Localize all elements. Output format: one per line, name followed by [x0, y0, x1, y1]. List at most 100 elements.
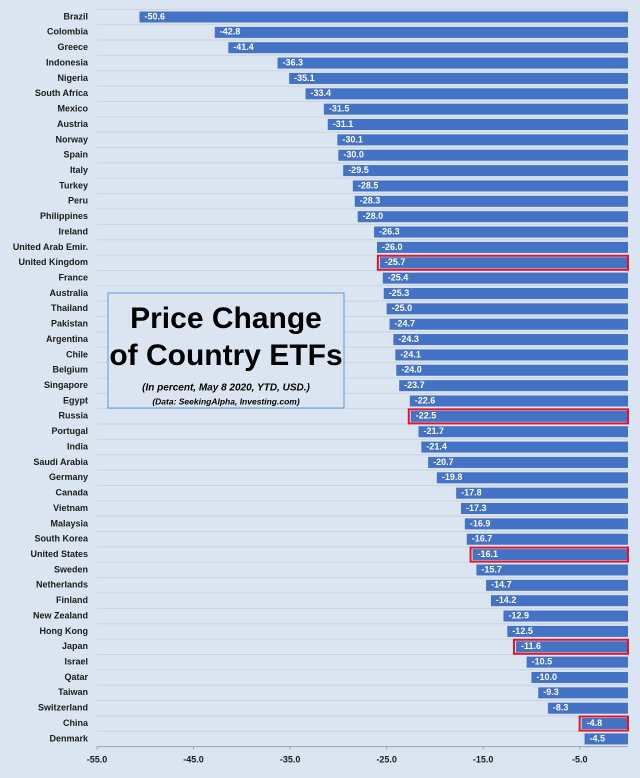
bar	[421, 441, 628, 453]
x-tick-label: -15.0	[473, 754, 494, 764]
bar	[379, 257, 628, 269]
x-tick-label: -5.0	[572, 754, 588, 764]
bar	[436, 472, 628, 484]
category-label: Israel	[64, 656, 88, 666]
category-label: China	[63, 718, 89, 728]
bar	[305, 88, 628, 100]
category-label: New Zealand	[33, 610, 88, 620]
category-label: Malaysia	[50, 518, 89, 528]
category-label: Brazil	[63, 11, 88, 21]
category-label: Switzerland	[38, 703, 88, 713]
bar	[486, 579, 628, 591]
bar	[466, 533, 628, 545]
bar	[531, 671, 628, 683]
category-label: India	[67, 441, 89, 451]
value-label: -16.9	[470, 518, 491, 528]
category-label: Greece	[57, 42, 88, 52]
bar	[507, 625, 628, 637]
bar	[395, 349, 628, 361]
bar	[503, 610, 628, 622]
value-label: -17.8	[461, 488, 482, 498]
category-label: United States	[30, 549, 88, 559]
category-label: Sweden	[54, 564, 88, 574]
bar	[538, 687, 628, 699]
bar	[352, 180, 628, 192]
category-label: Argentina	[46, 334, 89, 344]
value-label: -41.4	[233, 42, 254, 52]
value-label: -30.1	[342, 134, 363, 144]
annotation-box	[107, 292, 345, 409]
category-label: Canada	[55, 488, 89, 498]
category-label: Spain	[63, 150, 88, 160]
value-label: -12.9	[508, 610, 529, 620]
value-label: -21.4	[426, 441, 447, 451]
category-label: South Korea	[34, 534, 88, 544]
category-label: Saudi Arabia	[33, 457, 89, 467]
category-label: Russia	[58, 411, 89, 421]
value-label: -22.5	[416, 411, 437, 421]
value-label: -8.3	[553, 703, 569, 713]
category-label: Ireland	[58, 226, 88, 236]
value-label: -15.7	[481, 564, 502, 574]
chart-subtitle: (In percent, May 8 2020, YTD, USD.)	[142, 383, 310, 394]
category-label: Denmark	[49, 733, 89, 743]
value-label: -16.7	[472, 534, 493, 544]
category-label: Japan	[62, 641, 88, 651]
value-label: -28.0	[363, 211, 384, 221]
value-label: -33.4	[311, 88, 332, 98]
bar	[139, 11, 629, 23]
value-label: -31.1	[333, 119, 354, 129]
bar	[547, 702, 628, 714]
bar	[376, 241, 628, 253]
x-tick-label: -55.0	[87, 754, 108, 764]
category-label: Belgium	[52, 365, 88, 375]
value-label: -24.1	[400, 349, 421, 359]
value-label: -21.7	[423, 426, 444, 436]
value-label: -12.5	[512, 626, 533, 636]
value-label: -24.3	[398, 334, 419, 344]
value-label: -11.6	[521, 641, 541, 651]
bar	[337, 134, 628, 146]
value-label: -28.5	[358, 180, 379, 190]
value-label: -36.3	[283, 57, 304, 67]
bar	[409, 395, 628, 407]
value-label: -24.7	[395, 319, 416, 329]
value-label: -29.5	[348, 165, 369, 175]
chart-title: of Country ETFs	[109, 339, 342, 372]
category-label: Pakistan	[51, 319, 88, 329]
category-label: Mexico	[57, 104, 88, 114]
x-tick-label: -45.0	[183, 754, 204, 764]
chart-title: Price Change	[130, 302, 322, 335]
value-label: -9.3	[543, 687, 559, 697]
category-label: United Kingdom	[19, 257, 89, 267]
bar	[418, 426, 628, 438]
category-label: Colombia	[47, 27, 89, 37]
value-label: -10.5	[532, 656, 553, 666]
category-label: Germany	[49, 472, 88, 482]
category-label: Thailand	[51, 303, 88, 313]
value-label: -25.3	[389, 288, 410, 298]
value-label: -4.5	[590, 733, 606, 743]
highlight-box	[513, 638, 629, 655]
value-label: -22.6	[415, 395, 436, 405]
value-label: -14.7	[491, 580, 512, 590]
value-label: -24.0	[401, 365, 422, 375]
highlight-box	[376, 254, 629, 271]
category-label: Indonesia	[46, 57, 89, 67]
category-label: Portugal	[51, 426, 88, 436]
bar	[410, 410, 628, 422]
category-label: Vietnam	[53, 503, 88, 513]
bar	[396, 364, 628, 376]
bar	[327, 119, 628, 131]
category-label: Hong Kong	[40, 626, 89, 636]
bar	[399, 380, 628, 392]
value-label: -19.8	[442, 472, 463, 482]
category-label: Nigeria	[57, 73, 89, 83]
category-label: Philippines	[40, 211, 88, 221]
highlight-box	[407, 408, 630, 425]
value-label: -50.6	[144, 11, 165, 21]
value-label: -25.4	[388, 272, 409, 282]
category-label: South Africa	[35, 88, 89, 98]
value-label: -4.8	[587, 718, 603, 728]
